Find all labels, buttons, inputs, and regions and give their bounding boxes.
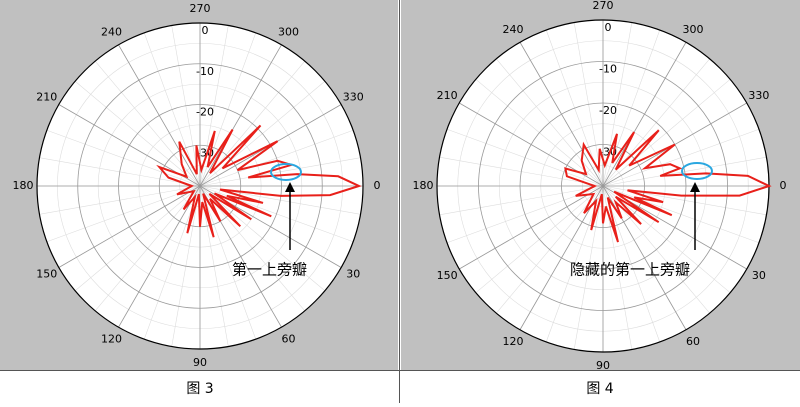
- angle-label: 30: [346, 268, 360, 281]
- ring: [118, 104, 282, 268]
- angle-label: 30: [752, 269, 766, 282]
- angle-label: 300: [683, 23, 704, 36]
- radial-label: -30: [599, 146, 617, 159]
- angle-label: 330: [343, 91, 364, 104]
- angle-label: 240: [101, 26, 122, 39]
- angle-label: 0: [374, 179, 381, 192]
- angle-label: 60: [282, 332, 296, 345]
- annotation: 第一上旁瓣: [232, 261, 307, 279]
- radial-label: -20: [599, 104, 617, 117]
- angle-label: 60: [686, 335, 700, 348]
- radial-label: -10: [196, 65, 214, 78]
- angle-label: 330: [748, 89, 769, 102]
- ring: [519, 102, 687, 270]
- caption: 图 4: [586, 381, 613, 397]
- radial-label: -20: [196, 106, 214, 119]
- angle-label: 180: [13, 179, 34, 192]
- angle-label: 90: [596, 359, 610, 372]
- angle-label: 270: [190, 2, 211, 15]
- highlight-ellipse: [681, 162, 713, 180]
- angle-label: 180: [413, 179, 434, 192]
- angle-label: 210: [36, 91, 57, 104]
- radial-label: 0: [605, 21, 612, 34]
- caption: 图 3: [186, 381, 213, 397]
- ring: [478, 61, 728, 311]
- arrow-head: [285, 182, 295, 192]
- angle-label: 270: [593, 0, 614, 12]
- radial-label: 0: [202, 24, 209, 37]
- radial-label: -10: [599, 63, 617, 76]
- angle-label: 120: [503, 335, 524, 348]
- annotation: 隐藏的第一上旁瓣: [570, 261, 690, 279]
- pattern-line: [156, 124, 362, 238]
- arrow-head: [690, 182, 700, 192]
- angle-label: 240: [503, 23, 524, 36]
- ring: [561, 144, 645, 228]
- angle-label: 300: [278, 26, 299, 39]
- ring: [36, 22, 364, 350]
- angle-label: 0: [780, 179, 787, 192]
- angle-label: 210: [437, 89, 458, 102]
- highlight-ellipse: [270, 163, 302, 181]
- ring: [77, 63, 323, 309]
- pattern-line: [564, 129, 772, 243]
- angle-label: 150: [437, 269, 458, 282]
- angle-label: 120: [101, 332, 122, 345]
- angle-label: 150: [36, 268, 57, 281]
- angle-label: 90: [193, 356, 207, 369]
